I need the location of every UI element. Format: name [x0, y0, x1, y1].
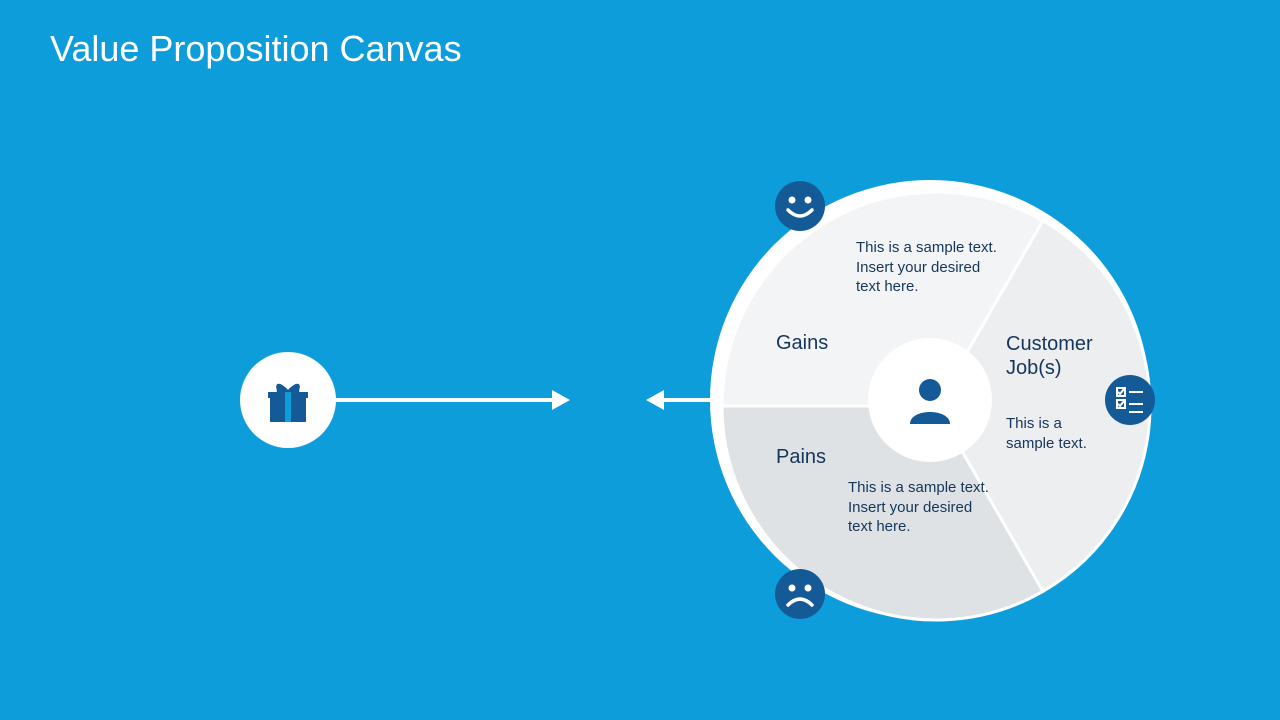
gift-icon [262, 374, 314, 426]
value-proposition-circle [240, 352, 336, 448]
person-icon [900, 370, 960, 430]
gains-text: This is a sample text. Insert your desir… [856, 238, 1006, 297]
arrow-to-value-head [646, 390, 664, 410]
gains-badge [775, 181, 825, 231]
checklist-icon [1105, 375, 1155, 425]
gains-label: Gains [776, 332, 828, 355]
jobs-label: Customer Job(s) [1006, 332, 1126, 380]
slide-title: Value Proposition Canvas [50, 28, 462, 70]
arrow-to-customer [336, 398, 552, 402]
jobs-badge [1105, 375, 1155, 425]
pains-text: This is a sample text. Insert your desir… [848, 478, 998, 537]
smile-icon [775, 181, 825, 231]
sad-icon [775, 569, 825, 619]
customer-center [868, 338, 992, 462]
pains-label: Pains [776, 446, 826, 469]
pains-badge [775, 569, 825, 619]
value-proposition-canvas: Value Proposition Canvas [0, 0, 1280, 720]
jobs-text: This is a sample text. [1006, 414, 1106, 453]
arrow-to-customer-head [552, 390, 570, 410]
